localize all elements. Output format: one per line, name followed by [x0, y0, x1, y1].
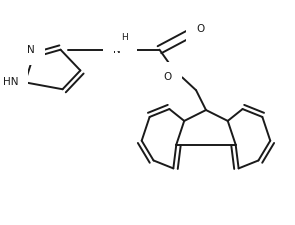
Text: O: O — [196, 24, 204, 34]
Text: HN: HN — [3, 77, 18, 87]
Text: H: H — [122, 33, 128, 42]
Text: O: O — [163, 72, 171, 82]
Text: N: N — [113, 45, 121, 55]
Text: N: N — [27, 45, 35, 55]
